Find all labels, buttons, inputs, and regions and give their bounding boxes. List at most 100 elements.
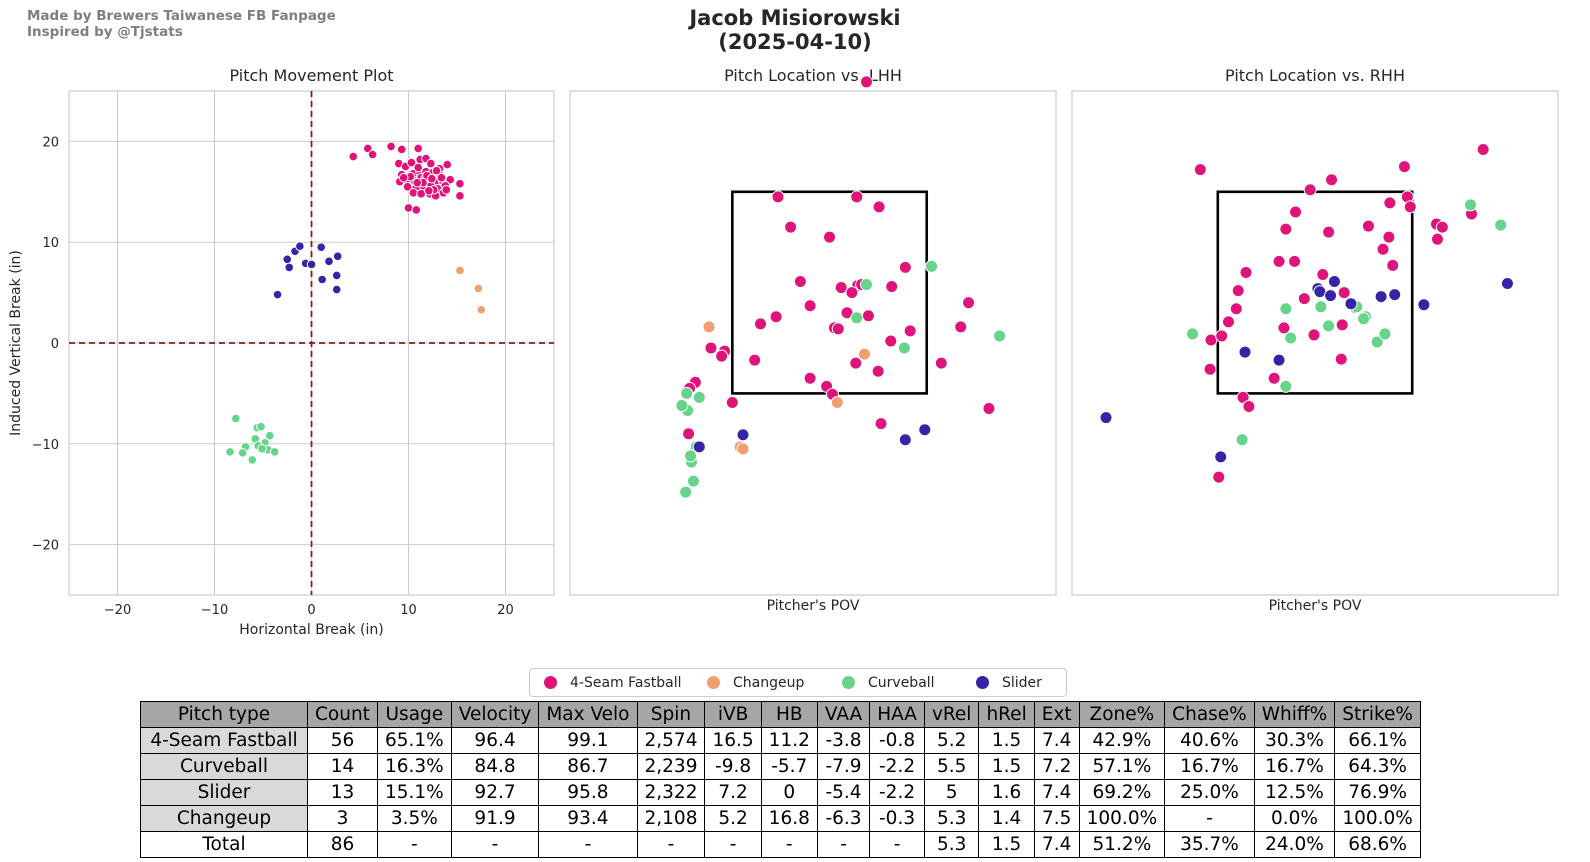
table-cell: -9.8 xyxy=(704,753,762,780)
panel-2-point-curveball xyxy=(684,449,698,463)
panel-1-point-fastball xyxy=(455,191,465,201)
panel-3-point-fastball xyxy=(1297,292,1311,306)
panel-3-point-fastball xyxy=(1236,390,1250,404)
panel-1-point-slider xyxy=(272,289,283,300)
panel-3-point-fastball xyxy=(1277,321,1291,335)
table-cell: 91.9 xyxy=(450,805,540,832)
col-count: Count xyxy=(307,701,378,728)
panel-2-point-fastball xyxy=(715,349,729,363)
panel-2-point-curveball xyxy=(993,329,1007,343)
table-cell: 86.7 xyxy=(538,753,638,780)
panel-2-x-axis-label: Pitcher's POV xyxy=(767,598,860,614)
panel-2-point-fastball xyxy=(872,200,886,214)
panel-1-point-fastball xyxy=(396,144,407,155)
table-cell: 7.2 xyxy=(1033,753,1080,780)
legend: 4-Seam Fastball Changeup Curveball Slide… xyxy=(529,668,1067,697)
table-cell: 7.4 xyxy=(1033,727,1080,754)
panel-2-point-fastball xyxy=(803,371,817,385)
table-cell: 93.4 xyxy=(538,805,638,832)
panel-2-point-fastball xyxy=(769,310,783,324)
panel-2-frame xyxy=(569,90,1057,596)
table-cell: 56 xyxy=(307,727,378,754)
panel-2-point-fastball xyxy=(982,402,996,416)
panel-2-point-fastball xyxy=(823,230,837,244)
x-tick-label: 20 xyxy=(497,603,514,618)
panel-1-point-slider xyxy=(332,251,343,262)
col-haa: HAA xyxy=(869,701,925,728)
table-cell: 12.5% xyxy=(1253,779,1336,806)
panel-1-point-fastball xyxy=(386,141,396,152)
table-cell: 3.5% xyxy=(376,805,452,832)
table-cell: 16.8 xyxy=(760,805,818,832)
panel-2-point-fastball xyxy=(834,281,848,295)
panel-1-point-curveball xyxy=(264,430,275,441)
col-velocity: Velocity xyxy=(450,701,540,728)
table-cell: -5.7 xyxy=(760,753,818,780)
panel-3-point-fastball xyxy=(1476,142,1490,156)
panel-3-point-slider xyxy=(1327,275,1341,289)
pitch-stats-table: Pitch type Count Usage Velocity Max Velo… xyxy=(140,701,1421,858)
panel-1-point-slider xyxy=(324,256,334,267)
panel-3-point-fastball xyxy=(1203,362,1217,376)
panel-2-point-slider xyxy=(918,423,932,437)
table-cell: 51.2% xyxy=(1078,831,1166,858)
panel-3-point-curveball xyxy=(1494,218,1508,232)
panel-2-point-curveball xyxy=(680,386,694,400)
panel-2-point-fastball xyxy=(954,320,968,334)
x-tick-label: 0 xyxy=(307,603,315,618)
table-cell: - xyxy=(816,831,871,858)
chart-title: Jacob Misiorowski (2025-04-10) xyxy=(0,6,1590,54)
panel-2-point-fastball xyxy=(884,334,898,348)
table-cell: 5.5 xyxy=(923,753,980,780)
table-cell: 64.3% xyxy=(1334,753,1421,780)
panel-2-point-curveball xyxy=(850,311,864,325)
table-cell: - xyxy=(450,831,540,858)
col-ext: Ext xyxy=(1033,701,1080,728)
table-cell: 35.7% xyxy=(1164,831,1255,858)
panel-1-point-curveball xyxy=(256,421,266,432)
table-cell: 2,239 xyxy=(636,753,706,780)
panel-1-point-slider xyxy=(306,259,317,270)
table-row: Changeup 3 3.5% 91.9 93.4 2,108 5.2 16.8 -6.3 -0.… xyxy=(140,805,1421,832)
credit-text: Made by Brewers Taiwanese FB Fanpage Ins… xyxy=(27,8,336,40)
panel-2-point-fastball xyxy=(784,220,798,234)
col-whiff-pct: Whiff% xyxy=(1253,701,1336,728)
panel-3-point-fastball xyxy=(1231,284,1245,298)
y-tick-label: 0 xyxy=(51,337,59,352)
table-cell: 2,108 xyxy=(636,805,706,832)
panel-1-point-slider xyxy=(316,242,327,253)
col-hb: HB xyxy=(760,701,818,728)
table-cell: -0.3 xyxy=(869,805,925,832)
panel-2-point-curveball xyxy=(675,398,689,412)
panel-3-point-slider xyxy=(1214,450,1228,464)
panel-3-point-fastball xyxy=(1279,222,1293,236)
y-axis-label: Induced Vertical Break (in) xyxy=(8,250,24,436)
table-cell: 16.5 xyxy=(704,727,762,754)
table-cell: 5.2 xyxy=(704,805,762,832)
col-ivb: iVB xyxy=(704,701,762,728)
panel-2-point-changeup xyxy=(736,442,750,456)
panel-3-point-curveball xyxy=(1284,331,1298,345)
legend-marker-changeup xyxy=(707,676,720,689)
panel-2-point-changeup xyxy=(858,347,872,361)
panel-2-point-slider xyxy=(692,440,706,454)
legend-entry-slider: Slider xyxy=(976,675,1042,691)
panel-1-point-changeup xyxy=(473,283,484,294)
table-cell: 16.7% xyxy=(1164,753,1255,780)
panel-3-point-slider xyxy=(1374,290,1388,304)
panel-2-point-fastball xyxy=(803,299,817,313)
legend-label-curveball: Curveball xyxy=(868,675,935,691)
table-cell: 66.1% xyxy=(1334,727,1421,754)
table-cell: 65.1% xyxy=(376,727,452,754)
y-tick-label: 20 xyxy=(42,135,59,150)
x-axis-label: Horizontal Break (in) xyxy=(239,622,383,638)
table-cell: 7.4 xyxy=(1033,779,1080,806)
panel-3-point-fastball xyxy=(1397,160,1411,174)
col-strike-pct: Strike% xyxy=(1334,701,1421,728)
panel-1-point-fastball xyxy=(424,185,434,196)
table-cell: 1.4 xyxy=(978,805,1035,832)
table-cell: - xyxy=(704,831,762,858)
table-cell: 15.1% xyxy=(376,779,452,806)
table-cell: -2.2 xyxy=(869,779,925,806)
panel-2-point-changeup xyxy=(830,395,844,409)
